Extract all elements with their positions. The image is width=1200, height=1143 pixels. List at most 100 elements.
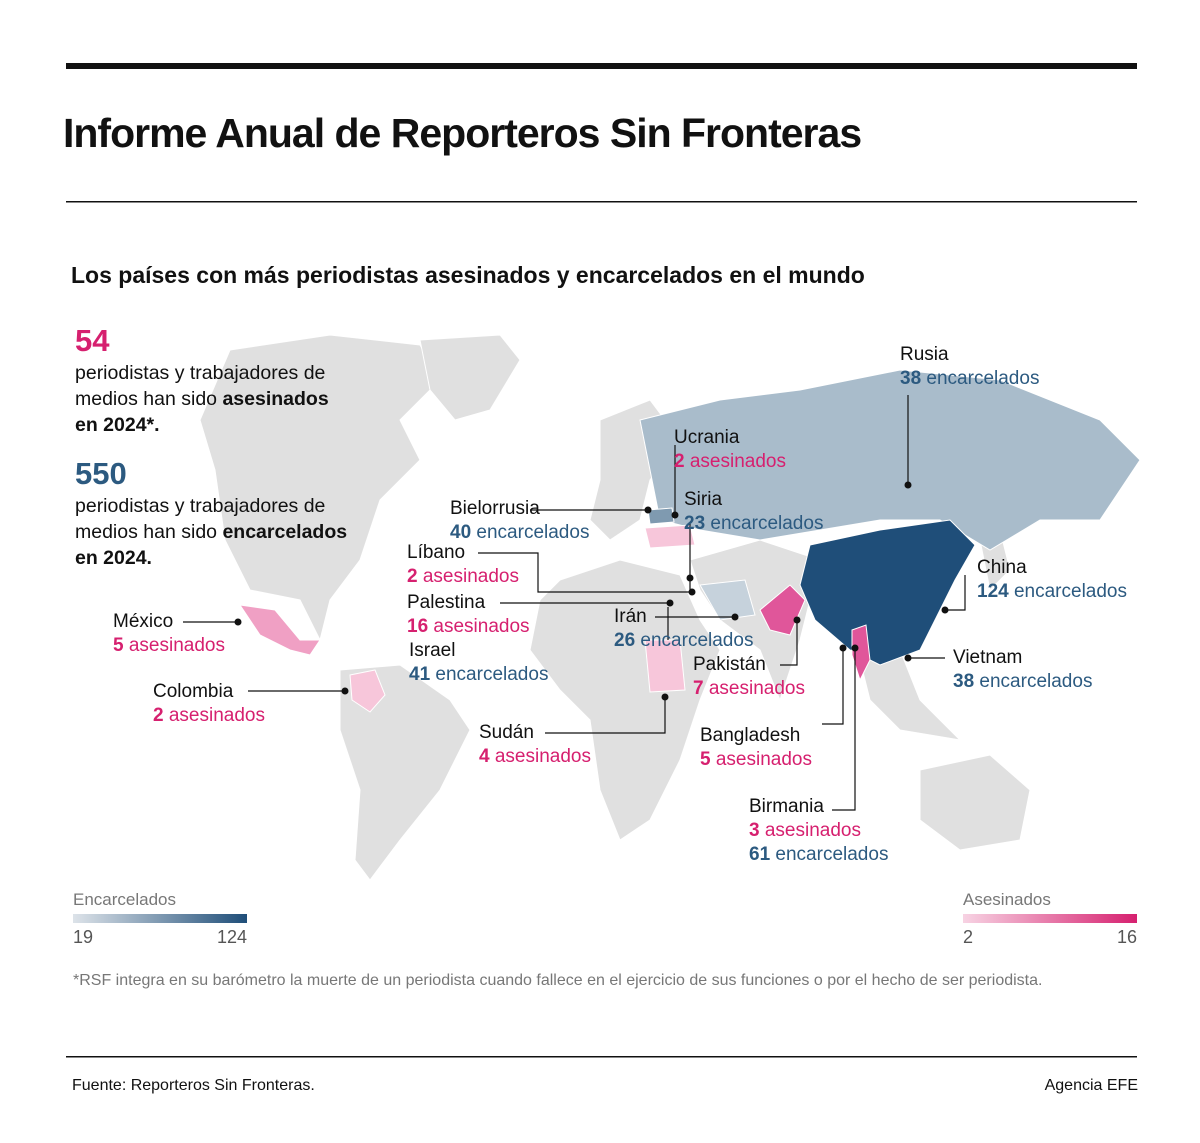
russia [639, 369, 1141, 551]
country-stat: 16 asesinados [407, 615, 530, 639]
legend-bar [73, 914, 247, 923]
country-name: Birmania [749, 796, 824, 817]
stat-unit: encarcelados [640, 630, 754, 651]
stat-value: 23 [684, 513, 706, 534]
country-stat: 61 encarcelados [749, 843, 888, 867]
country-stat: 124 encarcelados [977, 580, 1127, 604]
country-stat: 26 encarcelados [614, 629, 753, 653]
country-name: Rusia [900, 344, 949, 365]
country-label: Palestina 16 asesinados [407, 591, 530, 639]
summary-number: 54 [75, 323, 110, 358]
footnote: *RSF integra en su barómetro la muerte d… [73, 972, 1043, 989]
stat-value: 124 [977, 581, 1009, 602]
country-stat: 3 asesinados [749, 819, 888, 843]
legend-min: 2 [963, 927, 974, 947]
country-stat: 2 asesinados [153, 704, 265, 728]
country-stat: 41 encarcelados [409, 663, 548, 687]
belarus [647, 507, 675, 525]
country-stat: 7 asesinados [693, 677, 805, 701]
stat-unit: asesinados [128, 635, 225, 656]
stat-unit: asesinados [764, 820, 861, 841]
stat-value: 38 [900, 368, 922, 389]
stat-unit: encarcelados [476, 522, 590, 543]
country-label: Bielorrusia 40 encarcelados [450, 497, 589, 545]
country-label: Vietnam 38 encarcelados [953, 646, 1092, 694]
stat-unit: asesinados [168, 705, 265, 726]
stat-value: 3 [749, 820, 760, 841]
stat-unit: asesinados [715, 749, 812, 770]
stat-value: 61 [749, 844, 771, 865]
country-label: Birmania 3 asesinados 61 encarcelados [749, 795, 888, 867]
country-stat: 38 encarcelados [900, 367, 1039, 391]
burma [851, 624, 871, 682]
stat-value: 16 [407, 616, 429, 637]
stat-value: 7 [693, 678, 704, 699]
country-label: Colombia 2 asesinados [153, 680, 265, 728]
top-bar [66, 63, 1137, 69]
stat-value: 2 [407, 566, 418, 587]
country-name: Pakistán [693, 654, 766, 675]
agency: Agencia EFE [1044, 1077, 1138, 1094]
country-stat: 23 encarcelados [684, 512, 823, 536]
title: Informe Anual de Reporteros Sin Frontera… [63, 110, 862, 156]
legend-title: Asesinados [963, 890, 1051, 909]
country-label: Ucrania 2 asesinados [674, 426, 786, 474]
china [799, 519, 976, 666]
markers [234, 481, 949, 701]
country-name: Ucrania [674, 427, 740, 448]
country-name: Palestina [407, 592, 486, 613]
legend-bar [963, 914, 1137, 923]
rule [66, 201, 1137, 203]
country-label: China 124 encarcelados [977, 556, 1127, 604]
country-name: Líbano [407, 542, 466, 563]
summary-text: periodistas y trabajadores de medios han… [75, 495, 326, 543]
summary-bold: asesinados en 2024*. [75, 388, 329, 436]
summary: 54 periodistas y trabajadores de medios h… [75, 322, 355, 438]
country-label: Líbano 2 asesinados [407, 541, 519, 589]
stat-value: 5 [113, 635, 124, 656]
ukraine [644, 524, 696, 549]
country-label: Sudán 4 asesinados [479, 721, 591, 769]
stat-unit: encarcelados [435, 664, 549, 685]
summary-bold: encarcelados en 2024. [75, 521, 348, 569]
country-name: México [113, 611, 174, 632]
country-name: Siria [684, 489, 723, 510]
stat-unit: asesinados [689, 451, 786, 472]
country-label: Bangladesh 5 asesinados [700, 724, 812, 772]
stat-unit: asesinados [494, 746, 591, 767]
stat-value: 2 [674, 451, 685, 472]
country-name: Colombia [153, 681, 234, 702]
stat-value: 41 [409, 664, 431, 685]
country-name: China [977, 557, 1027, 578]
country-name: Vietnam [953, 647, 1023, 668]
stat-unit: encarcelados [775, 844, 889, 865]
subtitle: Los países con más periodistas asesinado… [71, 262, 865, 288]
legend-max: 16 [1116, 927, 1137, 947]
stat-value: 2 [153, 705, 164, 726]
country-label: México 5 asesinados [113, 610, 225, 658]
legend-title: Encarcelados [73, 890, 177, 909]
country-label: Siria 23 encarcelados [684, 488, 823, 536]
iran [699, 579, 756, 621]
stat-unit: encarcelados [1013, 581, 1128, 602]
country-label: Irán 26 encarcelados [614, 605, 753, 653]
country-name: Sudán [479, 722, 534, 743]
country-label: Pakistán 7 asesinados [693, 653, 805, 701]
stat-value: 26 [614, 630, 636, 651]
country-stat: 2 asesinados [674, 450, 786, 474]
stat-unit: asesinados [433, 616, 530, 637]
stat-value: 4 [479, 746, 490, 767]
stat-unit: asesinados [708, 678, 805, 699]
stat-value: 5 [700, 749, 711, 770]
stat-unit: encarcelados [710, 513, 824, 534]
stat-unit: asesinados [422, 566, 519, 587]
summary: 550 periodistas y trabajadores de medios … [75, 455, 355, 571]
country-label: Israel 41 encarcelados [409, 639, 548, 687]
country-stat: 5 asesinados [700, 748, 812, 772]
leader-lines [183, 395, 966, 811]
stat-unit: encarcelados [926, 368, 1040, 389]
legend-min: 19 [73, 927, 94, 947]
rule [66, 1056, 1137, 1058]
